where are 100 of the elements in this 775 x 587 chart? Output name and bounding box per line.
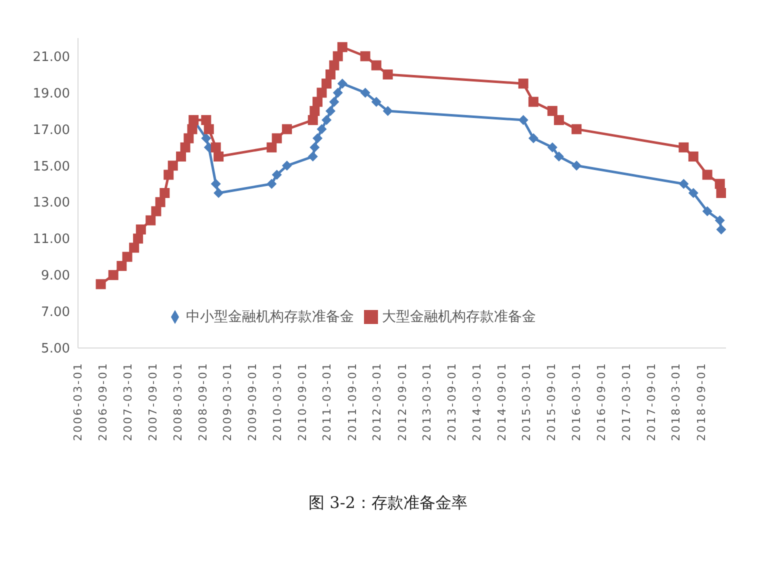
y-tick-label: 19.00 — [32, 86, 70, 102]
point — [325, 106, 336, 116]
point — [382, 106, 393, 116]
point — [332, 51, 343, 62]
point — [155, 197, 166, 208]
point — [266, 142, 277, 152]
point — [282, 124, 292, 134]
y-tick-label: 17.00 — [32, 122, 70, 138]
point — [151, 206, 162, 216]
point — [122, 252, 132, 262]
point — [678, 142, 689, 152]
y-tick-label: 21.00 — [32, 50, 70, 65]
point — [210, 142, 221, 152]
x-tick-label: 2007-09-01 — [146, 362, 160, 441]
point — [572, 160, 582, 171]
point — [714, 178, 725, 189]
point — [316, 88, 327, 98]
x-tick-label: 2015-03-01 — [520, 362, 534, 441]
x-tick-label: 2014-03-01 — [470, 362, 484, 441]
x-tick-label: 2012-03-01 — [370, 362, 384, 441]
point — [332, 88, 343, 98]
point — [272, 133, 282, 144]
x-tick-label: 2009-09-01 — [246, 362, 260, 441]
point — [214, 152, 224, 162]
point — [702, 170, 712, 180]
x-tick-label: 2016-03-01 — [570, 362, 584, 441]
y-tick-label: 9.00 — [41, 268, 70, 284]
point — [308, 115, 318, 126]
point — [96, 279, 106, 290]
point — [716, 188, 726, 198]
point — [371, 96, 382, 107]
x-tick-label: 2018-03-01 — [670, 362, 683, 441]
point — [282, 160, 292, 171]
x-tick-label: 2014-09-01 — [495, 362, 508, 441]
x-tick-label: 2017-09-01 — [644, 362, 658, 441]
point — [176, 152, 186, 162]
point — [129, 242, 140, 253]
point — [716, 224, 726, 234]
x-tick-label: 2008-09-01 — [196, 362, 210, 441]
x-tick-label: 2013-03-01 — [420, 362, 434, 441]
point — [272, 170, 282, 180]
point — [528, 96, 538, 107]
point — [160, 188, 170, 198]
point — [312, 133, 323, 144]
point — [210, 178, 221, 189]
x-tick-label: 2007-03-01 — [121, 362, 134, 441]
point — [554, 152, 564, 162]
point — [168, 160, 178, 171]
point — [136, 224, 146, 234]
point — [266, 178, 277, 189]
point — [554, 115, 564, 126]
x-tick-label: 2006-09-01 — [96, 362, 110, 441]
point — [322, 78, 332, 89]
y-tick-label: 5.00 — [41, 342, 70, 357]
x-tick-label: 2010-09-01 — [296, 362, 310, 441]
x-tick-label: 2011-03-01 — [320, 362, 334, 441]
point — [518, 78, 528, 89]
x-tick-label: 2016-09-01 — [595, 362, 608, 441]
point — [382, 69, 393, 80]
legend-label: 大型金融机构存款准备金 — [382, 309, 536, 325]
point — [116, 260, 127, 271]
point — [688, 188, 698, 198]
point — [547, 142, 558, 152]
point — [518, 115, 528, 126]
x-tick-label: 2017-03-01 — [620, 362, 633, 441]
y-tick-label: 13.00 — [32, 196, 70, 211]
point — [547, 106, 558, 116]
x-tick-label: 2006-03-01 — [72, 362, 84, 441]
point — [572, 124, 582, 134]
point — [337, 78, 348, 89]
x-tick-label: 2012-09-01 — [396, 362, 409, 441]
x-tick-label: 2008-03-01 — [171, 362, 184, 441]
y-tick-label: 7.00 — [41, 305, 70, 320]
point — [329, 96, 340, 107]
x-tick-label: 2015-09-01 — [545, 362, 558, 441]
legend-label: 中小型金融机构存款准备金 — [186, 309, 354, 325]
point — [201, 133, 212, 144]
point — [528, 133, 538, 144]
point — [678, 178, 689, 189]
x-tick-label: 2011-09-01 — [346, 362, 359, 441]
point — [164, 170, 174, 180]
point — [204, 124, 214, 134]
point — [688, 152, 698, 162]
point — [108, 270, 118, 280]
point — [360, 51, 370, 62]
text: 图 3-2：存款准备金率 — [308, 493, 468, 514]
point — [714, 215, 725, 226]
point — [702, 206, 712, 216]
point — [201, 115, 212, 126]
point — [322, 115, 332, 126]
x-tick-label: 2013-09-01 — [446, 362, 459, 441]
x-tick-label: 2010-03-01 — [270, 362, 284, 441]
point — [360, 88, 370, 98]
point — [371, 60, 382, 70]
y-tick-label: 15.00 — [32, 159, 70, 174]
point — [308, 152, 318, 162]
point — [310, 142, 320, 152]
point — [316, 124, 327, 134]
x-tick-label: 2009-03-01 — [221, 362, 234, 441]
point — [146, 215, 156, 226]
